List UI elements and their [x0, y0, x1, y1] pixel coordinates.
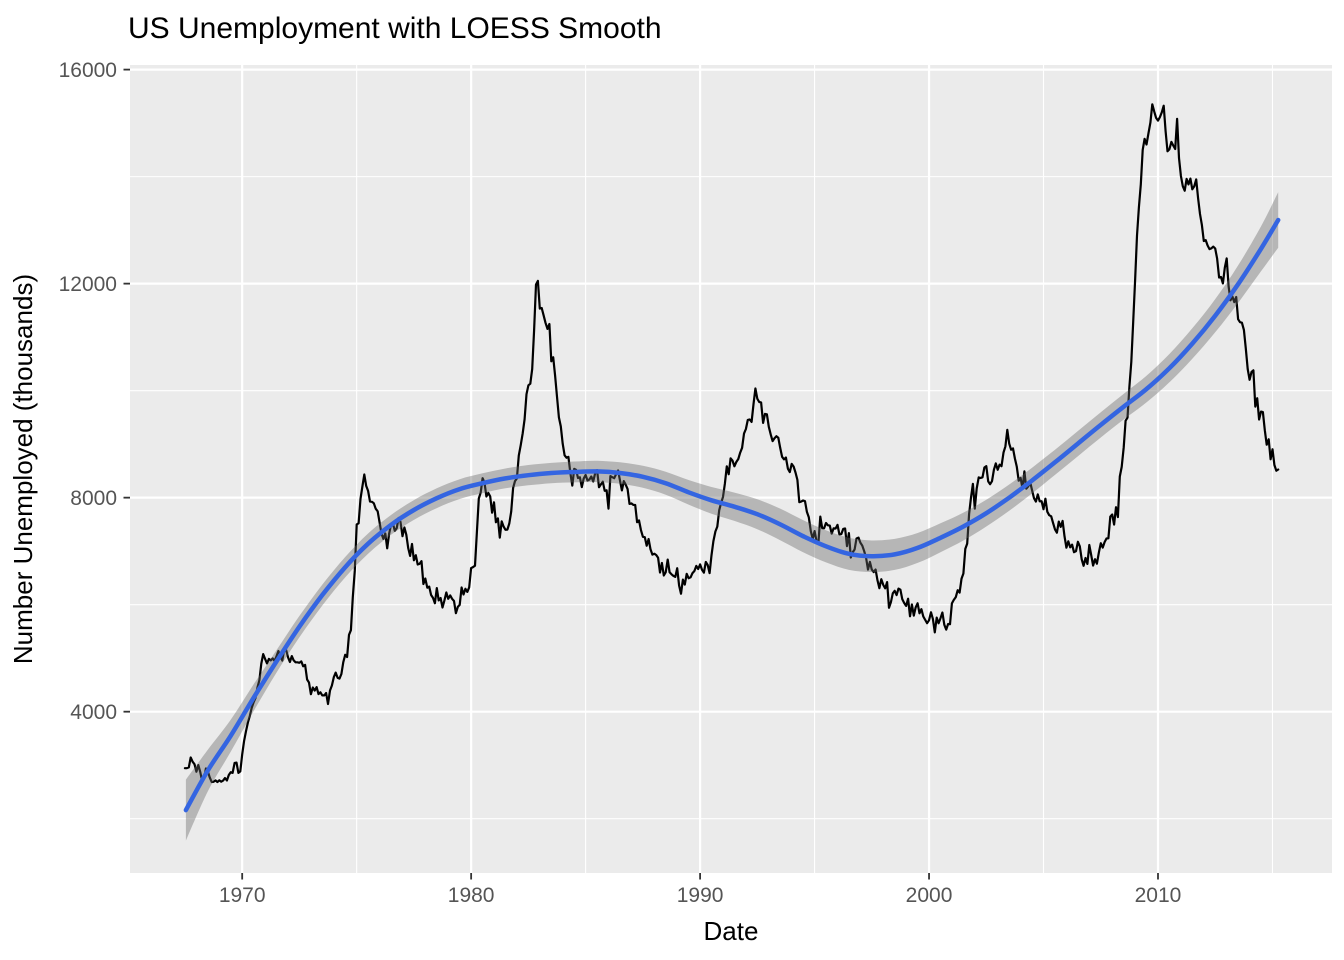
y-tick-label: 4000	[70, 701, 117, 724]
x-tick-label: 1970	[219, 884, 266, 907]
x-tick-label: 2010	[1135, 884, 1182, 907]
x-tick-label: 1980	[448, 884, 495, 907]
x-axis-title: Date	[704, 916, 759, 946]
loess-ribbon	[185, 192, 1279, 841]
plot-layers: 1970 1980 1990 2000 2010 4000 8000 12000 16000	[59, 59, 1332, 907]
chart-title: US Unemployment with LOESS Smooth	[128, 12, 662, 45]
plot-panel	[130, 65, 1332, 873]
x-tick-label: 2000	[906, 884, 953, 907]
y-tick-label: 8000	[70, 487, 117, 510]
y-axis-title: Number Unemployed (thousands)	[8, 274, 38, 664]
x-tick-label: 1990	[677, 884, 724, 907]
unemployment-line	[183, 103, 1280, 784]
loess-line	[183, 217, 1281, 813]
y-tick-label: 12000	[59, 273, 117, 296]
y-tick-label: 16000	[59, 59, 117, 82]
